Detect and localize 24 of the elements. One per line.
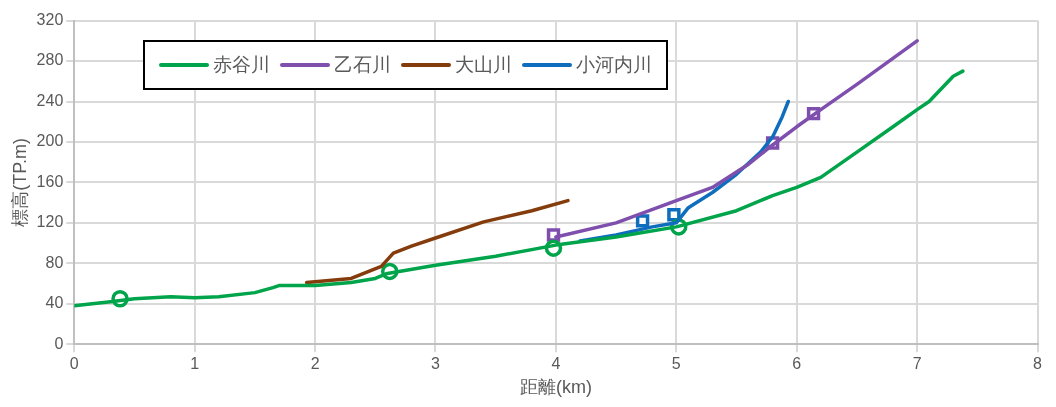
y-tick-label: 80 [45,253,64,271]
x-tick-label: 2 [310,355,320,373]
y-tick-label: 320 [36,11,64,29]
x-tick-label: 3 [431,355,441,373]
x-axis-title: 距離(km) [519,377,592,398]
x-tick-label: 5 [671,355,681,373]
x-tick-label: 1 [190,355,200,373]
y-tick-label: 240 [36,91,64,109]
x-tick-label: 6 [792,355,802,373]
x-tick-label: 8 [1033,355,1043,373]
y-tick-label: 0 [54,334,64,352]
x-tick-label: 4 [551,355,561,373]
y-tick-label: 160 [36,172,64,190]
x-tick-label: 7 [912,355,922,373]
y-tick-label: 120 [36,213,64,231]
y-tick-label: 280 [36,51,64,69]
x-tick-label: 0 [69,355,79,373]
legend-label: 乙石川 [334,53,391,77]
legend-label: 赤谷川 [213,53,270,77]
y-axis-title: 標高(TP.m) [9,138,30,227]
y-tick-label: 200 [36,132,64,150]
legend-label: 小河内川 [576,53,652,77]
y-tick-label: 40 [45,294,64,312]
legend-label: 大山川 [455,53,512,77]
